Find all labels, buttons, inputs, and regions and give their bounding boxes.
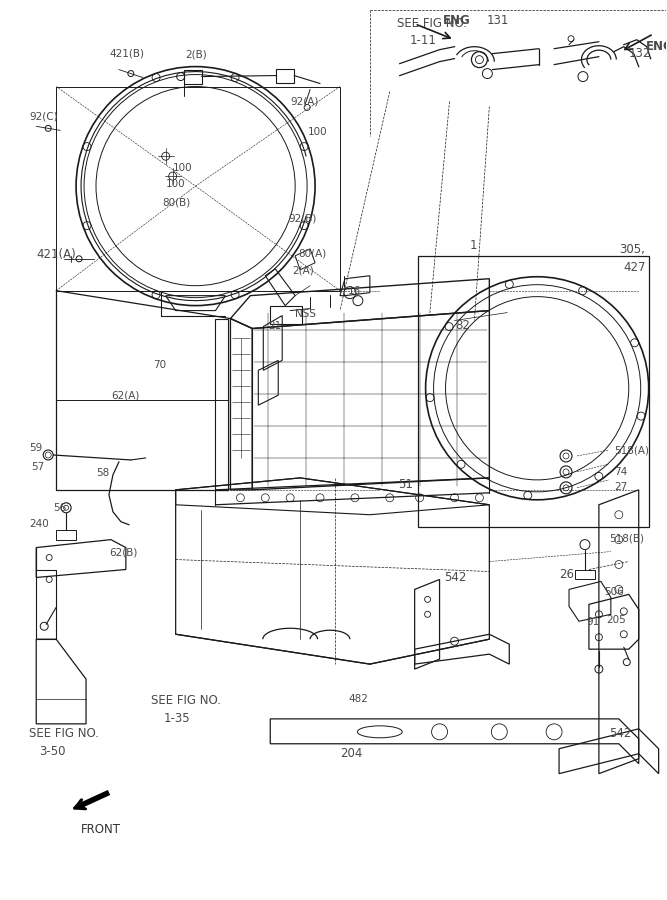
Text: 3-50: 3-50 [39,745,66,758]
Text: 80(B): 80(B) [163,197,191,207]
Text: ENG: ENG [442,14,470,27]
Text: ENG: ENG [646,40,667,53]
Text: 16: 16 [348,285,362,296]
Text: 91: 91 [586,617,599,627]
Text: 21: 21 [268,320,281,330]
Text: 421(B): 421(B) [109,49,144,58]
Text: 80(A): 80(A) [298,248,326,259]
Text: 518(A): 518(A) [614,445,649,455]
Text: 518(B): 518(B) [609,534,644,544]
Text: 1: 1 [470,238,477,252]
Text: 2(B): 2(B) [185,50,207,59]
Text: 70: 70 [153,360,166,371]
Text: 506: 506 [604,588,624,598]
Text: 100: 100 [173,163,192,173]
Text: 100: 100 [165,179,185,189]
Text: 2(A): 2(A) [292,266,314,275]
Text: 92(C): 92(C) [29,112,58,122]
Text: NSS: NSS [295,309,316,319]
Text: 240: 240 [29,518,49,528]
Text: 542: 542 [609,727,631,740]
Text: 92(B): 92(B) [288,214,317,224]
Bar [183,69,201,84]
Text: 100: 100 [308,127,327,138]
Text: 427: 427 [624,261,646,274]
Text: 482: 482 [348,694,368,704]
Bar [276,68,294,83]
Text: 62(B): 62(B) [109,547,137,558]
Text: 74: 74 [614,467,627,477]
Text: SEE FIG NO.: SEE FIG NO. [151,694,221,707]
Text: 204: 204 [340,747,362,760]
Text: SEE FIG NO.: SEE FIG NO. [29,727,99,740]
Text: 59: 59 [29,443,43,453]
Text: 542: 542 [444,572,467,584]
Text: 1-35: 1-35 [163,712,190,724]
Text: 132: 132 [629,47,651,59]
Text: 56: 56 [53,503,67,513]
Bar [418,256,649,526]
Text: 26: 26 [559,568,574,580]
Text: SEE FIG NO.: SEE FIG NO. [397,17,467,30]
Bar [56,530,76,540]
Bar [575,570,595,580]
Text: 205: 205 [606,616,626,625]
Text: FRONT: FRONT [81,824,121,836]
Text: 1-11: 1-11 [410,33,437,47]
Text: 305,: 305, [619,243,645,256]
Text: 82: 82 [456,319,470,331]
Bar [270,306,302,323]
Text: 131: 131 [486,14,509,27]
Text: 92(A): 92(A) [290,96,319,106]
Text: 58: 58 [96,468,109,478]
Text: 421(A): 421(A) [36,248,76,261]
Text: 57: 57 [31,462,45,472]
Text: 51: 51 [398,478,413,491]
Text: 62(A): 62(A) [111,391,139,401]
Text: 27: 27 [614,482,627,492]
